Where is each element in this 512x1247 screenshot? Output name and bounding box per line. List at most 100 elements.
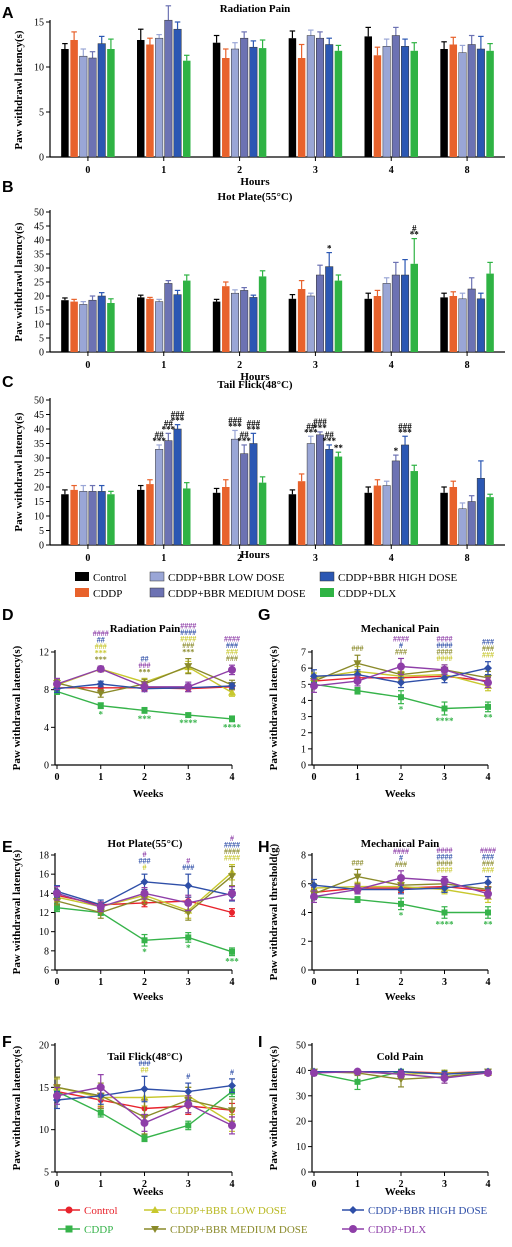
chart-i-xlabel: Weeks (385, 1186, 416, 1198)
chart-d-point (96, 690, 105, 698)
chart-b-bar (486, 273, 494, 352)
chart-g-significance: #### (437, 647, 453, 656)
chart-e-ytick-label: 10 (39, 927, 49, 938)
chart-i-point (354, 1078, 361, 1085)
chart-e-point (184, 909, 193, 917)
chart-b-bar (107, 303, 115, 352)
chart-h-ytick-label: 6 (301, 879, 306, 890)
panel-letter-h: H (258, 839, 270, 856)
chart-c-xtick-label: 1 (161, 553, 166, 564)
bar-legend-label-medium: CDDP+BBR MEDIUM DOSE (168, 588, 306, 600)
chart-b-bar (183, 280, 191, 352)
chart-b-ytick-label: 5 (39, 334, 44, 345)
chart-c-significance: ### (313, 417, 327, 427)
chart-d-significance: *** (182, 648, 194, 657)
chart-e-xtick-label: 1 (98, 977, 103, 988)
chart-c-bar (222, 487, 230, 545)
chart-g-significance: #### (437, 634, 453, 643)
chart-i-xtick-label: 4 (486, 1179, 491, 1190)
chart-i-ytick-label: 0 (301, 1168, 306, 1179)
chart-h-point (310, 881, 318, 890)
bar-legend: Control CDDP CDDP+BBR LOW DOSE CDDP+BBR … (75, 571, 458, 600)
chart-a-xtick-label: 3 (313, 165, 318, 176)
chart-a-bar (240, 37, 249, 158)
bar-legend-swatch-high (319, 571, 335, 582)
chart-b-bar (364, 298, 372, 352)
chart-b-ytick-label: 35 (34, 250, 44, 261)
chart-c-bar (467, 501, 476, 546)
chart-c-bar (382, 485, 391, 546)
chart-h-xlabel: Weeks (385, 991, 416, 1003)
chart-d-significance: ## (141, 654, 149, 663)
chart-g-xtick-label: 3 (442, 772, 447, 783)
chart-c-significance: * (394, 446, 399, 456)
chart-f-ytick-label: 5 (44, 1168, 49, 1179)
chart-a-ytick-label: 0 (39, 153, 44, 164)
chart-c-bar (146, 484, 154, 545)
chart-g-significance: ### (395, 647, 407, 656)
chart-b-bar (137, 297, 145, 352)
bar-legend-swatch-medium (149, 587, 165, 598)
chart-h-point (353, 873, 362, 881)
chart-d-significance: ### (182, 641, 194, 650)
chart-f-ytick-label: 20 (39, 1041, 49, 1052)
chart-a-bar (212, 42, 221, 158)
chart-a-bar (297, 58, 306, 157)
line-legend-marker-medium (144, 1226, 166, 1233)
chart-h-title: Mechanical Pain (361, 838, 440, 850)
chart-g-significance-below: * (399, 705, 404, 715)
chart-c-significance: *** (237, 436, 251, 446)
chart-g-xtick-label: 2 (399, 772, 404, 783)
chart-c-significance: *** (313, 423, 327, 433)
chart-d-xtick-label: 2 (142, 772, 147, 783)
chart-c-significance: *** (247, 424, 261, 434)
chart-c-bar (325, 449, 334, 546)
chart-e-significance: ### (182, 863, 194, 872)
chart-h-significance: # (399, 853, 403, 862)
chart-b-bar (222, 286, 230, 352)
chart-d-ytick-label: 12 (39, 648, 49, 659)
chart-c-significance: ** (334, 443, 344, 453)
chart-b-bar (401, 274, 410, 353)
chart-c-significance: ## (325, 430, 335, 440)
chart-a-bar (137, 40, 145, 157)
chart-i-xtick-label: 2 (399, 1179, 404, 1190)
chart-c-bar (155, 449, 164, 546)
chart-f-xtick-label: 3 (186, 1179, 191, 1190)
chart-h-point (354, 896, 361, 903)
chart-e-significance: # (230, 834, 234, 843)
chart-b-significance: # (412, 224, 417, 234)
chart-f-point (228, 1121, 236, 1130)
chart-b-ytick-label: 45 (34, 222, 44, 233)
chart-g-point (354, 687, 361, 694)
chart-c-significance: ### (247, 418, 261, 428)
chart-c-bar (288, 494, 297, 545)
chart-a-bar (97, 43, 106, 158)
chart-b-bar (334, 280, 343, 352)
chart-e-point (141, 937, 148, 944)
chart-g-ytick-label: 4 (301, 696, 306, 707)
chart-b-bar (173, 294, 182, 353)
chart-f-point (185, 1122, 192, 1129)
chart-b-title: Hot Plate(55°C) (218, 191, 293, 203)
chart-e-xtick-label: 2 (142, 977, 147, 988)
chart-e-ytick-label: 18 (39, 851, 49, 862)
chart-h-point (440, 876, 449, 885)
chart-a-xtick-label: 1 (161, 165, 166, 176)
chart-c-bar (173, 428, 182, 546)
chart-i-point (353, 1067, 362, 1076)
chart-f-point (228, 1107, 236, 1115)
chart-c-significance: ### (398, 421, 412, 431)
chart-b-bar (440, 297, 448, 352)
chart-c-bar (70, 489, 78, 545)
chart-h-point (398, 900, 404, 907)
chart-a-bar (458, 52, 467, 158)
chart-d-point (229, 715, 235, 722)
chart-c-bar (458, 508, 467, 546)
chart-c-bar (249, 443, 258, 546)
line-legend-label-medium: CDDP+BBR MEDIUM DOSE (170, 1224, 308, 1236)
chart-e-significance: #### (224, 854, 240, 863)
chart-c-bar (79, 491, 88, 546)
chart-e-significance: # (143, 850, 147, 859)
chart-c-bar (183, 488, 191, 545)
